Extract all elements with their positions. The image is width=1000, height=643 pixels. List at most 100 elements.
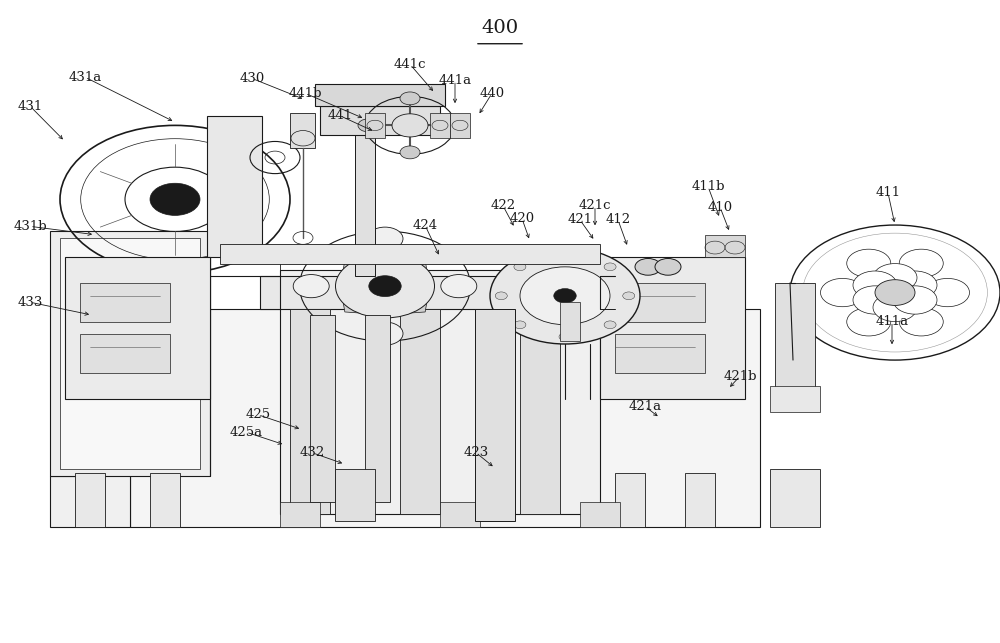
Text: 431b: 431b xyxy=(13,220,47,233)
Circle shape xyxy=(367,322,403,345)
Circle shape xyxy=(400,92,420,105)
Bar xyxy=(520,309,560,514)
Bar xyxy=(560,302,580,341)
Text: 420: 420 xyxy=(509,212,535,225)
Circle shape xyxy=(604,321,616,329)
Circle shape xyxy=(559,251,571,258)
Bar xyxy=(80,334,170,373)
Bar xyxy=(615,473,645,527)
Text: 424: 424 xyxy=(412,219,438,231)
Bar xyxy=(65,257,210,399)
Text: 441b: 441b xyxy=(288,87,322,100)
Bar xyxy=(290,309,330,514)
Circle shape xyxy=(490,248,640,344)
Bar xyxy=(207,116,262,257)
FancyArrow shape xyxy=(343,280,394,313)
Text: 423: 423 xyxy=(463,446,489,459)
Circle shape xyxy=(926,278,970,307)
Bar xyxy=(355,135,375,276)
Circle shape xyxy=(514,263,526,271)
Text: 432: 432 xyxy=(299,446,325,459)
FancyArrow shape xyxy=(376,259,427,292)
Circle shape xyxy=(873,293,917,322)
Circle shape xyxy=(442,119,462,132)
Circle shape xyxy=(293,275,329,298)
Bar xyxy=(335,469,375,521)
Circle shape xyxy=(853,271,897,299)
Circle shape xyxy=(392,114,428,137)
Bar xyxy=(580,502,620,527)
Bar xyxy=(315,84,445,106)
FancyArrow shape xyxy=(343,259,394,292)
Text: 410: 410 xyxy=(707,201,733,213)
Bar xyxy=(365,113,385,138)
Bar xyxy=(150,473,180,527)
Bar xyxy=(775,283,815,399)
Circle shape xyxy=(875,280,915,305)
Bar xyxy=(310,315,335,502)
Circle shape xyxy=(853,286,897,314)
Bar xyxy=(440,502,480,527)
Circle shape xyxy=(847,307,891,336)
Circle shape xyxy=(514,321,526,329)
Text: 421: 421 xyxy=(567,213,593,226)
Text: 425a: 425a xyxy=(229,426,263,439)
Bar xyxy=(365,315,390,502)
Text: 411a: 411a xyxy=(875,315,909,328)
Bar xyxy=(400,309,440,514)
Bar xyxy=(615,283,705,322)
Circle shape xyxy=(847,249,891,278)
Text: 421a: 421a xyxy=(628,400,662,413)
FancyArrow shape xyxy=(376,280,427,313)
Circle shape xyxy=(441,275,477,298)
Text: 411b: 411b xyxy=(691,180,725,193)
Circle shape xyxy=(893,271,937,299)
Bar xyxy=(280,270,600,514)
Polygon shape xyxy=(130,309,760,527)
Bar xyxy=(50,231,210,476)
Text: 400: 400 xyxy=(481,19,519,37)
Circle shape xyxy=(899,307,943,336)
Circle shape xyxy=(400,146,420,159)
Text: 441a: 441a xyxy=(438,74,472,87)
Circle shape xyxy=(873,264,917,292)
Text: 431a: 431a xyxy=(68,71,102,84)
Bar xyxy=(450,113,470,138)
Circle shape xyxy=(150,183,200,215)
Circle shape xyxy=(554,289,576,303)
Bar xyxy=(320,106,440,135)
Text: 421c: 421c xyxy=(579,199,611,212)
Text: 441c: 441c xyxy=(394,58,426,71)
Circle shape xyxy=(820,278,864,307)
Circle shape xyxy=(367,227,403,250)
Bar xyxy=(260,276,600,309)
Bar xyxy=(220,244,600,264)
Circle shape xyxy=(623,292,635,300)
Bar xyxy=(685,473,715,527)
Bar xyxy=(770,386,820,412)
Circle shape xyxy=(893,286,937,314)
Bar xyxy=(705,235,745,257)
Circle shape xyxy=(495,292,507,300)
Text: 440: 440 xyxy=(479,87,505,100)
Text: 425: 425 xyxy=(245,408,271,421)
Bar xyxy=(80,283,170,322)
Text: 431: 431 xyxy=(17,100,43,113)
Text: 433: 433 xyxy=(17,296,43,309)
Circle shape xyxy=(369,276,401,296)
Circle shape xyxy=(358,119,378,132)
Circle shape xyxy=(336,254,434,318)
Bar xyxy=(290,113,315,148)
Bar xyxy=(615,334,705,373)
Bar xyxy=(770,469,820,527)
Circle shape xyxy=(655,258,681,275)
Text: 421b: 421b xyxy=(723,370,757,383)
Text: 422: 422 xyxy=(490,199,516,212)
Circle shape xyxy=(899,249,943,278)
Bar xyxy=(430,113,450,138)
Bar xyxy=(60,238,200,469)
Text: 412: 412 xyxy=(605,213,631,226)
Text: 430: 430 xyxy=(239,72,265,85)
Bar xyxy=(475,309,515,521)
Text: 411: 411 xyxy=(875,186,901,199)
